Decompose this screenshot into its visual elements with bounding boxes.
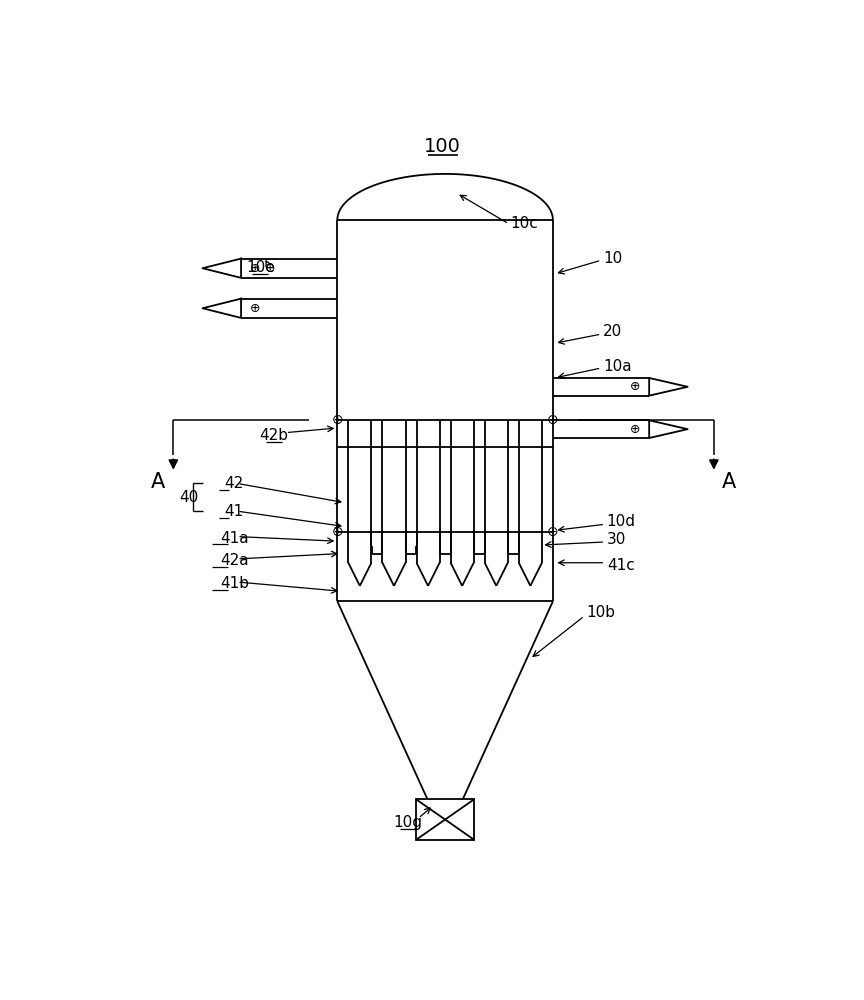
Text: 20: 20 <box>603 324 622 339</box>
Text: 40: 40 <box>180 490 199 505</box>
Text: ⊕: ⊕ <box>547 413 559 427</box>
Text: 41b: 41b <box>220 576 250 591</box>
Text: ⊕: ⊕ <box>250 302 260 315</box>
Text: 10: 10 <box>603 251 622 266</box>
Text: A: A <box>151 472 165 492</box>
Text: ⊕: ⊕ <box>332 525 343 539</box>
Text: 30: 30 <box>607 532 626 547</box>
Text: ⊕: ⊕ <box>332 413 343 427</box>
Text: 100: 100 <box>424 137 461 156</box>
Text: ⊕: ⊕ <box>547 525 559 539</box>
Text: 10d: 10d <box>607 514 636 529</box>
Text: A: A <box>722 472 736 492</box>
Text: ⊕: ⊕ <box>630 423 640 436</box>
Text: 10b: 10b <box>586 605 615 620</box>
Text: ⊕: ⊕ <box>250 262 260 275</box>
Text: 10e: 10e <box>246 260 275 275</box>
Text: ⊕: ⊕ <box>630 380 640 393</box>
Text: 10c: 10c <box>511 216 538 231</box>
Text: 42b: 42b <box>260 428 289 443</box>
Text: 10g: 10g <box>394 815 422 830</box>
Text: 42: 42 <box>224 476 244 491</box>
Text: ⊕: ⊕ <box>265 262 276 275</box>
Text: 42a: 42a <box>220 553 249 568</box>
Text: 41c: 41c <box>607 558 634 573</box>
Bar <box>416 799 474 840</box>
Text: 41: 41 <box>224 504 244 519</box>
Text: 41a: 41a <box>220 531 249 546</box>
Text: 10a: 10a <box>603 359 632 374</box>
